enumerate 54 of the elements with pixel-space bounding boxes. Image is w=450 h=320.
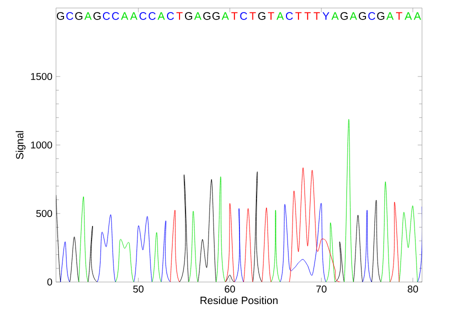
annotation: G [340, 12, 348, 20]
annotation: C [166, 12, 174, 20]
annotation: A [331, 12, 339, 20]
annotation: A [194, 12, 202, 20]
line-series [78, 118, 418, 282]
annotation: A [386, 12, 394, 20]
annotation: T [268, 12, 274, 20]
annotation: T [295, 12, 302, 20]
y-tick-label: 500 [36, 210, 52, 218]
annotation: A [120, 12, 128, 20]
line-series [60, 203, 422, 282]
annotation: T [176, 12, 183, 20]
annotation: A [276, 12, 284, 20]
annotation: A [158, 12, 165, 20]
annotation: T [396, 12, 402, 20]
annotation: T [304, 12, 311, 20]
y-axis-title: Signal [16, 131, 26, 160]
annotation: G [212, 12, 220, 20]
annotation: A [222, 12, 229, 20]
x-tick-label: 70 [316, 286, 327, 293]
annotation: A [350, 12, 358, 20]
line-series [56, 171, 422, 282]
annotation: G [93, 12, 101, 20]
line-series [170, 167, 400, 282]
annotation: G [184, 12, 192, 20]
annotation: G [56, 12, 64, 20]
x-tick-label: 60 [224, 286, 236, 293]
annotation: C [368, 12, 376, 20]
annotation: G [358, 12, 366, 20]
annotation: C [286, 12, 293, 20]
annotation: C [148, 12, 156, 20]
annotation: T [314, 12, 320, 20]
annotation: A [84, 12, 92, 20]
y-tick-label: 1000 [31, 141, 52, 149]
annotation: G [75, 12, 82, 20]
y-tick-label: 0 [47, 278, 52, 286]
x-tick-label: 50 [133, 286, 144, 293]
annotation: T [250, 12, 256, 20]
annotation: C [102, 12, 110, 20]
annotation: G [203, 12, 210, 20]
annotation: C [240, 12, 248, 20]
annotation: C [112, 12, 120, 20]
annotation: G [377, 12, 384, 20]
annotation: A [404, 12, 412, 20]
annotation: Y [322, 12, 330, 20]
annotation: C [66, 12, 74, 20]
y-tick-label: 1500 [31, 72, 52, 80]
x-tick-label: 80 [408, 286, 418, 293]
annotation: C [140, 12, 146, 20]
annotation: G [258, 12, 266, 20]
annotation: A [130, 12, 138, 20]
annotation: T [231, 12, 238, 20]
x-axis-title: Residue Position [200, 296, 278, 304]
annotation: A [414, 12, 422, 20]
